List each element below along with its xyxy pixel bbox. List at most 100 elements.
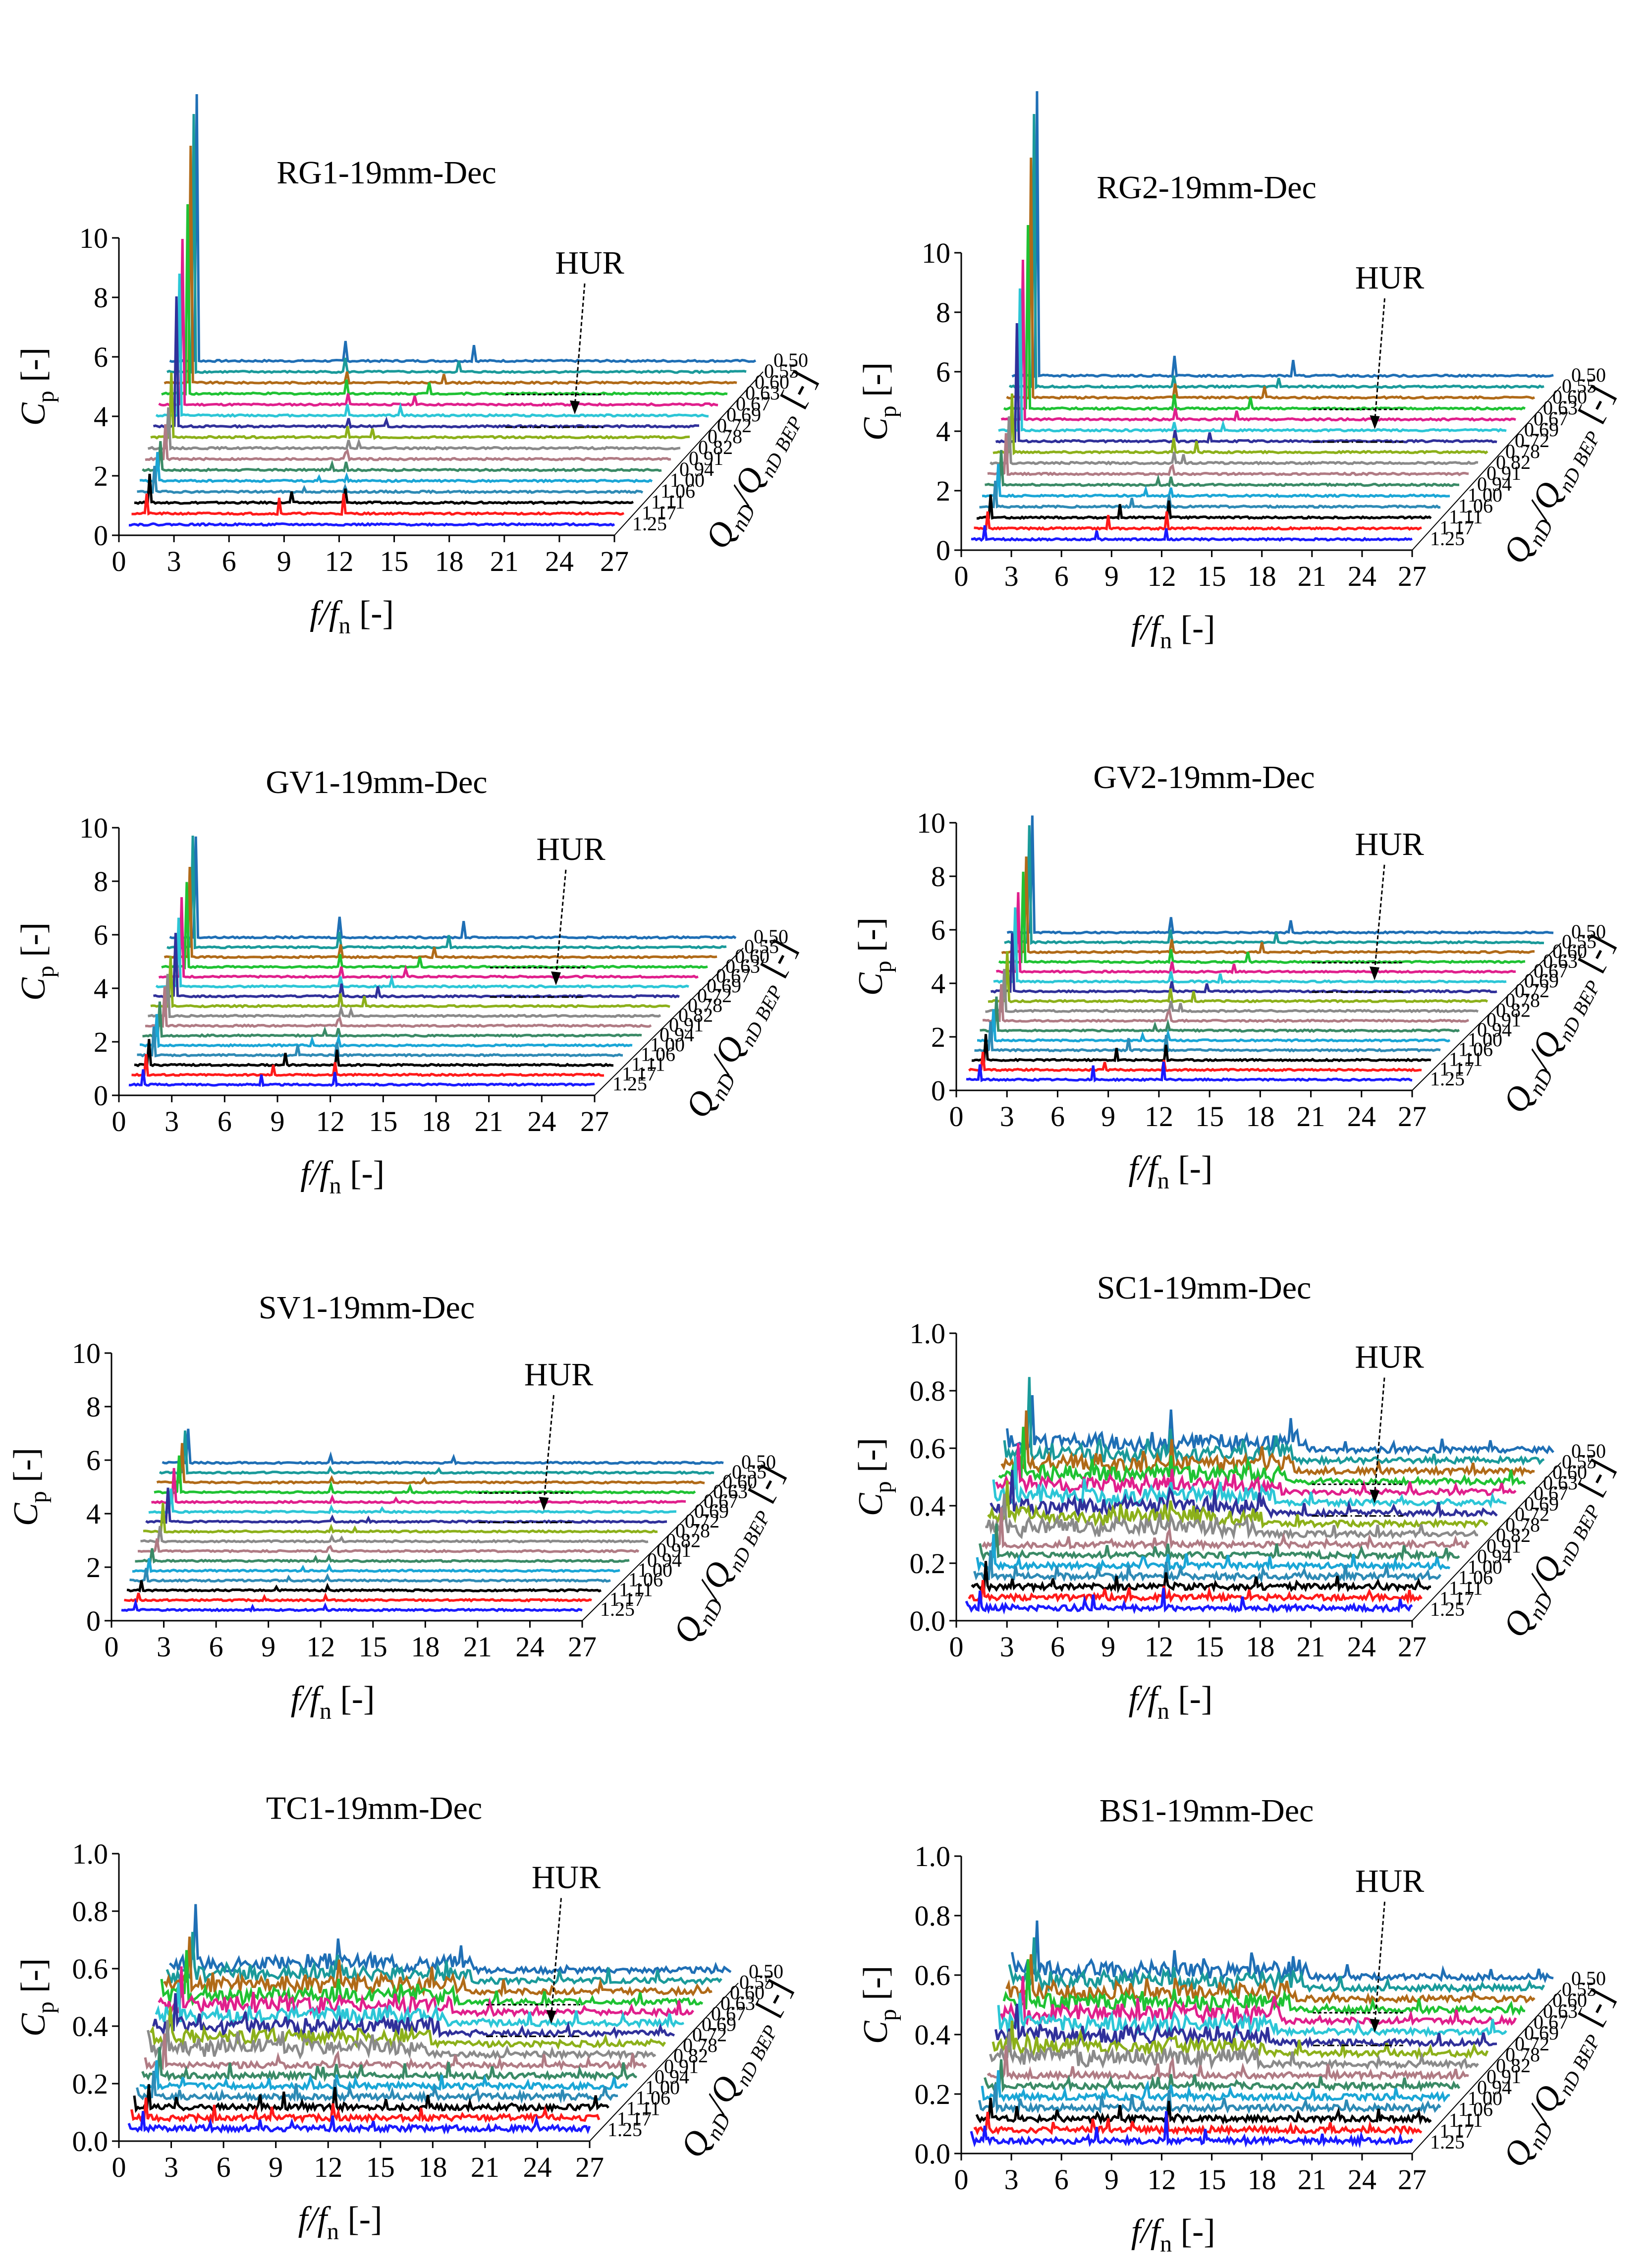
x-tick-label: 3 <box>1004 560 1019 592</box>
x-tick-label: 15 <box>369 1105 397 1137</box>
x-axis-label: f/fn [-] <box>298 2200 383 2245</box>
series-line-0.67 <box>151 1468 686 1505</box>
flow-ratio-label: 0.94 <box>655 2066 689 2088</box>
series-line-0.50 <box>162 1428 724 1466</box>
series-line-0.72 <box>153 296 699 429</box>
flow-ratio-label: 0.82 <box>678 1004 713 1026</box>
x-tick-label: 9 <box>1101 1100 1115 1133</box>
x-tick-label: 12 <box>1147 2163 1176 2196</box>
flow-ratio-label: 0.78 <box>1505 440 1540 462</box>
series-line-1.11 <box>971 1034 1431 1063</box>
flow-ratio-label: 0.69 <box>1524 969 1559 992</box>
y-tick-label: 0.4 <box>915 2019 951 2051</box>
flow-ratio-label: 0.91 <box>669 1014 704 1036</box>
flow-ratio-label: 0.55 <box>1562 1450 1596 1473</box>
x-tick-label: 3 <box>1000 1631 1014 1663</box>
series-line-0.63 <box>160 1950 704 2008</box>
x-tick-label: 18 <box>435 545 464 577</box>
flow-ratio-label: 0.94 <box>1477 473 1512 495</box>
hur-arrow-line <box>550 1898 562 2016</box>
series-line-0.91 <box>145 986 652 1028</box>
series-line-0.55 <box>1004 825 1544 945</box>
flow-ratio-label: 1.17 <box>609 1588 644 1610</box>
series-line-0.94 <box>985 450 1460 488</box>
flow-ratio-label: 1.00 <box>638 1559 672 1581</box>
y-tick-label: 6 <box>936 356 950 388</box>
series-line-0.82 <box>148 973 661 1019</box>
x-axis-label: f/fn [-] <box>291 1680 375 1724</box>
series-line-0.69 <box>155 917 689 989</box>
flow-ratio-label: 0.63 <box>725 955 760 977</box>
series-line-0.63 <box>1002 1959 1526 2016</box>
x-tick-label: 15 <box>1198 2163 1226 2196</box>
flow-ratio-label: 0.91 <box>689 447 723 469</box>
x-tick-label: 12 <box>1145 1100 1173 1133</box>
flow-ratio-label: 1.25 <box>612 1073 647 1095</box>
x-tick-label: 12 <box>306 1631 335 1663</box>
series-line-1.17 <box>131 1054 605 1077</box>
series-line-0.78 <box>987 1480 1488 1530</box>
y-tick-label: 6 <box>86 1444 101 1476</box>
hur-annotation: HUR <box>1355 1339 1424 1375</box>
y-axis-label: Cp [-] <box>857 362 901 441</box>
series-line-1.00 <box>132 1558 620 1574</box>
series-line-0.82 <box>989 416 1479 466</box>
y-axis-label: Cp [-] <box>852 1438 896 1516</box>
x-tick-label: 15 <box>366 2151 395 2183</box>
series-line-1.25 <box>128 522 615 527</box>
series-line-1.06 <box>979 480 1441 510</box>
x-tick-label: 27 <box>575 2151 604 2183</box>
y-tick-label: 0.2 <box>72 2068 109 2100</box>
y-tick-label: 10 <box>79 812 108 844</box>
y-tick-label: 4 <box>94 972 108 1005</box>
x-tick-label: 21 <box>463 1631 492 1663</box>
hur-arrow-head <box>570 400 580 414</box>
flow-ratio-label: 0.94 <box>1477 1545 1512 1568</box>
hur-arrow-head <box>1370 2019 1380 2033</box>
hur-arrow-head <box>1370 966 1379 980</box>
flow-ratio-label: 0.78 <box>1505 989 1540 1012</box>
series-line-0.78 <box>150 956 670 1009</box>
series-line-0.60 <box>156 1443 705 1485</box>
series-line-0.60 <box>164 866 717 960</box>
series-line-0.82 <box>148 407 681 451</box>
x-axis-label: f/fn [-] <box>310 594 394 639</box>
x-tick-label: 15 <box>359 1631 387 1663</box>
series-line-1.17 <box>973 2111 1423 2137</box>
series-line-0.63 <box>161 882 708 970</box>
chart-title: RG1-19mm-Dec <box>276 155 496 191</box>
flow-ratio-label: 1.11 <box>626 2097 660 2119</box>
flow-ratio-label: 0.91 <box>1486 1009 1521 1031</box>
y-tick-label: 1.0 <box>72 1838 109 1870</box>
series-line-0.50 <box>1011 91 1554 379</box>
series-line-1.00 <box>982 463 1450 499</box>
chart-title: BS1-19mm-Dec <box>1100 1793 1314 1829</box>
x-tick-label: 12 <box>1147 560 1176 592</box>
series-line-1.25 <box>127 2111 591 2135</box>
flow-ratio-label: 0.82 <box>666 1529 701 1551</box>
x-tick-label: 24 <box>545 545 574 577</box>
y-tick-label: 8 <box>931 860 945 893</box>
series-line-0.55 <box>166 835 727 950</box>
x-tick-label: 9 <box>1104 2163 1119 2196</box>
flow-ratio-label: 0.82 <box>673 2044 708 2067</box>
chart-title: GV1-19mm-Dec <box>266 764 487 800</box>
series-line-1.25 <box>971 525 1413 542</box>
series-line-0.63 <box>998 871 1526 964</box>
flow-ratio-label: 1.11 <box>651 491 685 513</box>
series-line-0.78 <box>991 2020 1489 2060</box>
flow-ratio-label: 0.50 <box>1571 920 1606 943</box>
y-axis-label: Cp [-] <box>14 347 59 426</box>
flow-ratio-label: 0.60 <box>730 1982 765 2004</box>
series-line-1.25 <box>970 2111 1414 2149</box>
series-line-1.06 <box>137 465 644 495</box>
series-line-0.91 <box>145 424 671 462</box>
series-line-1.11 <box>976 494 1432 520</box>
y-tick-label: 10 <box>917 807 945 839</box>
flow-ratio-label: 0.63 <box>745 382 780 404</box>
y-tick-label: 2 <box>86 1551 101 1584</box>
hur-annotation: HUR <box>536 831 605 867</box>
